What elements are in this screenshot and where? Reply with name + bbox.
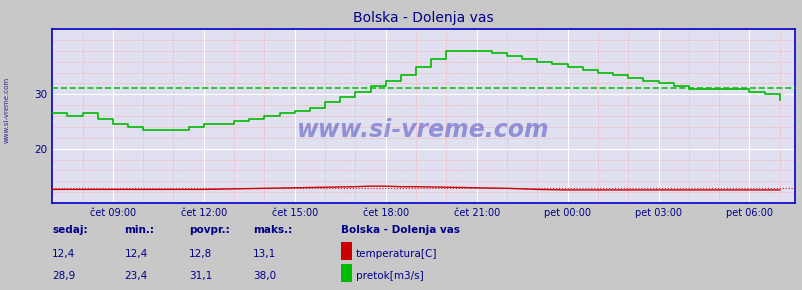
Text: pretok[m3/s]: pretok[m3/s] [355,271,423,281]
Text: min.:: min.: [124,225,154,235]
Text: 23,4: 23,4 [124,271,148,281]
Text: 13,1: 13,1 [253,249,276,259]
Text: Bolska - Dolenja vas: Bolska - Dolenja vas [341,225,460,235]
Text: sedaj:: sedaj: [52,225,87,235]
Text: 31,1: 31,1 [188,271,212,281]
Text: maks.:: maks.: [253,225,292,235]
Text: 12,8: 12,8 [188,249,212,259]
Text: 12,4: 12,4 [52,249,75,259]
Text: www.si-vreme.com: www.si-vreme.com [4,77,10,143]
Text: 12,4: 12,4 [124,249,148,259]
Text: 28,9: 28,9 [52,271,75,281]
Title: Bolska - Dolenja vas: Bolska - Dolenja vas [353,11,493,25]
Text: temperatura[C]: temperatura[C] [355,249,436,259]
Text: povpr.:: povpr.: [188,225,229,235]
Text: 38,0: 38,0 [253,271,276,281]
Text: www.si-vreme.com: www.si-vreme.com [297,118,549,142]
